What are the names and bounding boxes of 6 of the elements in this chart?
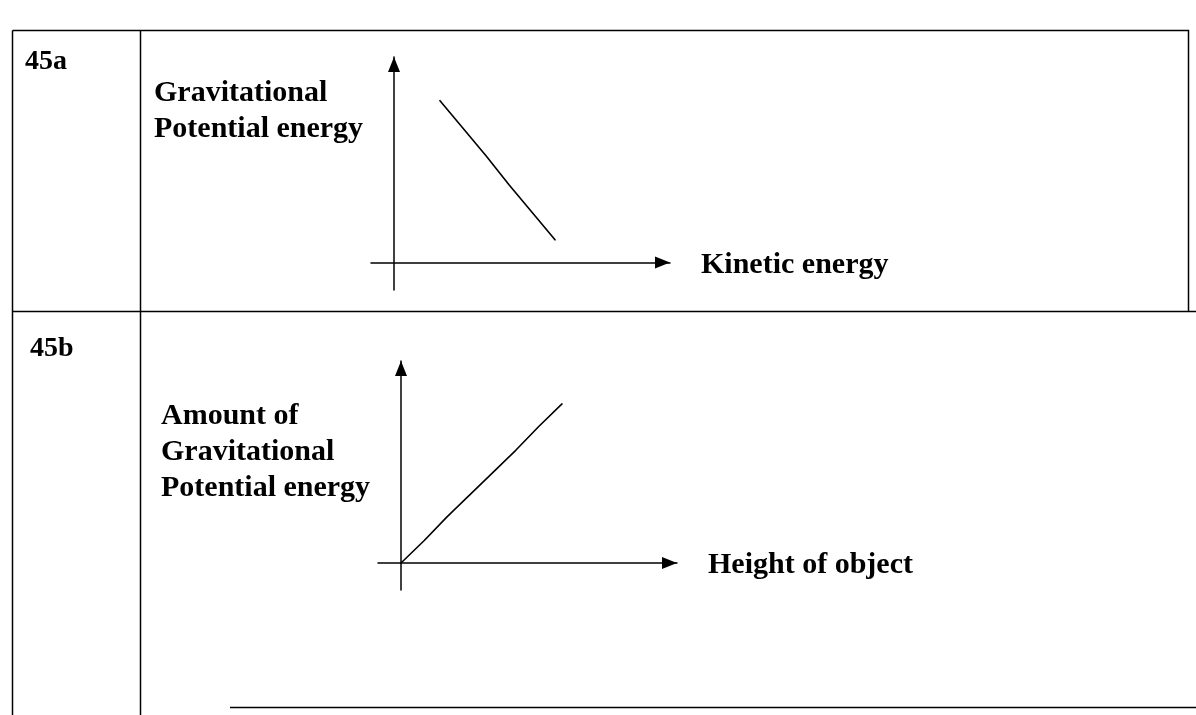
y-axis-title: Amount of Gravitational Potential energy [161,396,371,502]
x-axis-title: Kinetic energy [701,245,889,279]
text: 45a [25,43,67,75]
x-axis-title: Height of object [708,546,913,580]
y-axis-title: Gravitational Potential energy [154,73,364,143]
text: 45b [30,330,74,362]
